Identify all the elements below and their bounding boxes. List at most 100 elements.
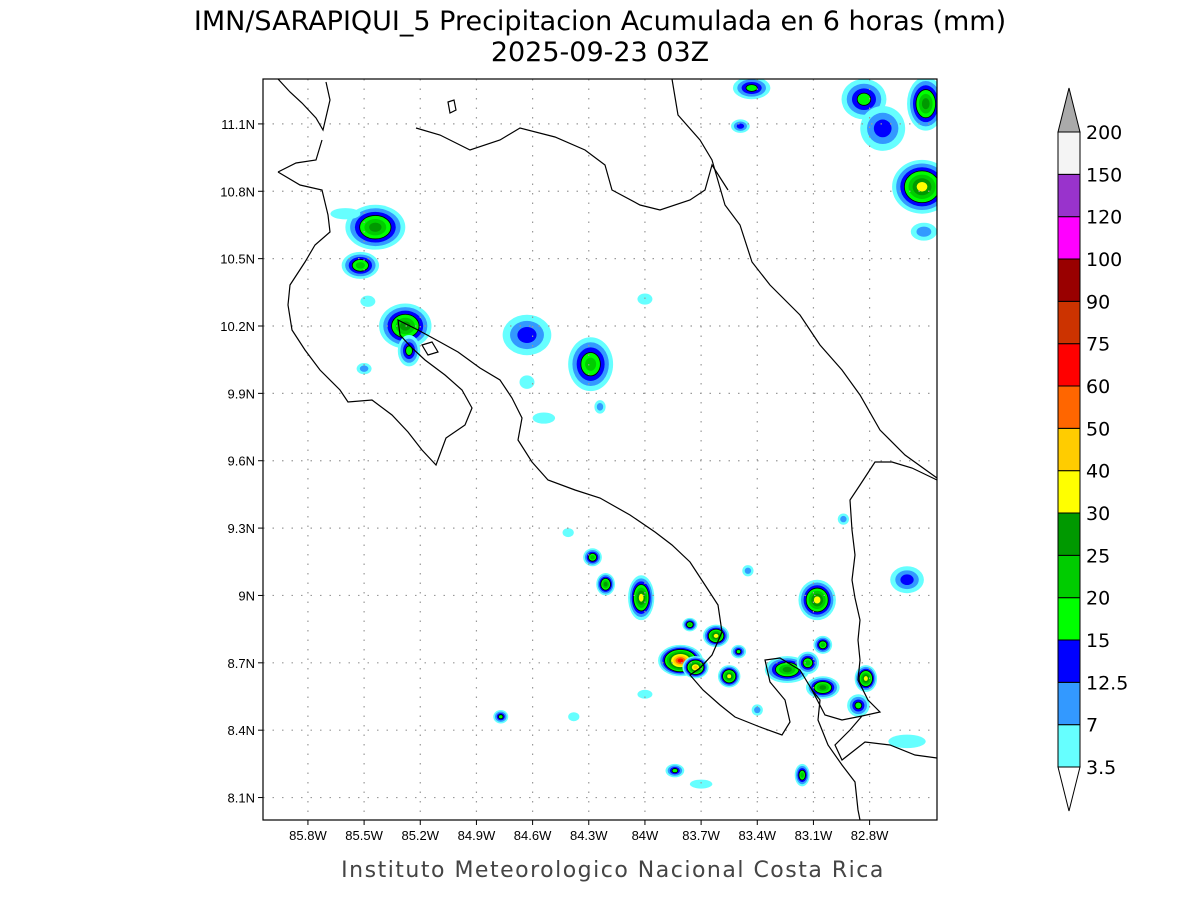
precip-cell xyxy=(689,779,713,789)
precip-cell xyxy=(360,295,376,307)
nicaragua-costa-rica-border xyxy=(277,127,729,211)
x-tick-label: 85.2W xyxy=(401,828,439,843)
pacific-coast xyxy=(277,171,937,736)
colorbar-swatch xyxy=(1057,597,1081,641)
precip-contour-25 xyxy=(603,581,608,587)
precip-cell xyxy=(702,624,730,648)
precip-cell xyxy=(397,334,421,367)
y-tick-label: 9.9N xyxy=(228,386,255,401)
precip-cell xyxy=(847,694,870,717)
precip-cell xyxy=(665,763,685,778)
precip-contour-25 xyxy=(399,321,411,331)
y-tick-label: 8.1N xyxy=(228,791,255,806)
precip-contour-7 xyxy=(744,567,752,574)
precip-contour-15 xyxy=(498,714,504,720)
colorbar-over-arrow xyxy=(1057,87,1081,133)
x-tick-label: 83.4W xyxy=(738,828,776,843)
precip-cell xyxy=(837,513,850,525)
precip-cell xyxy=(637,689,653,699)
precip-cell xyxy=(596,573,615,596)
precip-contour-30 xyxy=(863,676,868,681)
precip-cell xyxy=(742,565,754,577)
precip-contour-7 xyxy=(916,226,932,237)
caribbean-coast xyxy=(671,79,937,479)
precip-contour-12-5 xyxy=(736,123,745,129)
colorbar-label: 40 xyxy=(1086,461,1110,483)
y-tick-label: 9.3N xyxy=(228,521,255,536)
colorbar-swatch xyxy=(1057,343,1081,387)
precip-contour-30 xyxy=(813,596,821,604)
precip-cell xyxy=(493,709,509,724)
precip-contour-25 xyxy=(369,222,382,232)
precip-contour-12-5 xyxy=(873,119,892,138)
precip-cell xyxy=(907,79,937,131)
precip-cell xyxy=(813,635,833,654)
y-tick-label: 10.8N xyxy=(220,184,255,199)
precip-contour-3-5 xyxy=(637,293,653,305)
x-tick-label: 84W xyxy=(632,828,659,843)
precip-contour-25 xyxy=(782,666,792,673)
precip-contour-30 xyxy=(713,633,719,638)
colorbar-label: 90 xyxy=(1086,291,1110,313)
colorbar-label: 200 xyxy=(1086,122,1122,144)
precip-cell xyxy=(888,734,926,749)
precip-cell xyxy=(502,314,552,356)
x-tick-label: 82.8W xyxy=(851,828,889,843)
precip-contour-15 xyxy=(671,768,679,774)
map-title: IMN/SARAPIQUI_5 Precipitacion Acumulada … xyxy=(194,6,1006,37)
precip-contour-3-5 xyxy=(562,528,574,538)
precip-cell xyxy=(568,712,580,722)
colorbar-label: 25 xyxy=(1086,545,1110,567)
colorbar-swatch xyxy=(1057,681,1081,726)
precip-cell xyxy=(594,400,606,414)
precip-contour-15 xyxy=(405,345,413,356)
precip-contour-20 xyxy=(805,660,811,666)
map-frame xyxy=(262,78,938,821)
colorbar-label: 50 xyxy=(1086,418,1110,440)
precip-cell xyxy=(910,222,937,241)
precip-contour-15 xyxy=(745,84,758,92)
precip-contour-60 xyxy=(677,658,684,663)
precip-contour-30 xyxy=(638,593,644,602)
precip-contour-20 xyxy=(355,262,365,269)
precip-contour-7 xyxy=(840,515,847,523)
precip-contour-15 xyxy=(856,92,872,106)
y-tick-label: 10.5N xyxy=(220,252,255,267)
colorbar-label: 75 xyxy=(1086,334,1110,356)
precip-contour-15 xyxy=(854,701,863,710)
colorbar-swatch xyxy=(1057,470,1081,514)
precip-cell xyxy=(794,763,810,787)
precip-cell xyxy=(717,665,741,688)
precip-contour-7 xyxy=(754,706,761,714)
gulf-island xyxy=(421,341,439,356)
precip-contour-30 xyxy=(727,674,732,679)
precip-cell xyxy=(532,412,556,424)
precip-cell xyxy=(732,79,771,100)
precip-contour-20 xyxy=(800,772,805,778)
colorbar-label: 15 xyxy=(1086,630,1110,652)
precip-cell xyxy=(751,704,763,716)
colorbar-label: 30 xyxy=(1086,503,1110,525)
colorbar-swatch xyxy=(1057,258,1081,302)
precip-contour-25 xyxy=(819,685,827,690)
colorbar-swatch xyxy=(1057,512,1081,556)
precip-cell xyxy=(379,303,432,349)
colorbar-label: 20 xyxy=(1086,588,1110,610)
colorbar-swatch xyxy=(1057,385,1081,429)
colorbar-label: 3.5 xyxy=(1086,757,1116,779)
precip-cell xyxy=(890,566,924,594)
panama-border xyxy=(811,689,937,820)
precip-cell xyxy=(568,337,614,392)
x-axis-ticks: 85.8W 85.5W 85.2W 84.9W 84.6W 84.3W 84W 83.7W 83… xyxy=(289,820,889,843)
x-tick-label: 84.6W xyxy=(514,828,552,843)
grid-lines xyxy=(263,79,937,820)
y-tick-label: 9.6N xyxy=(228,454,255,469)
precipitation-cells xyxy=(330,79,937,789)
precip-contour-7 xyxy=(359,365,369,372)
precip-contour-12-5 xyxy=(517,327,537,343)
precip-contour-40 xyxy=(693,665,698,670)
colorbar-swatch xyxy=(1057,724,1081,768)
colorbar-label: 60 xyxy=(1086,376,1110,398)
precip-cell xyxy=(860,105,906,151)
